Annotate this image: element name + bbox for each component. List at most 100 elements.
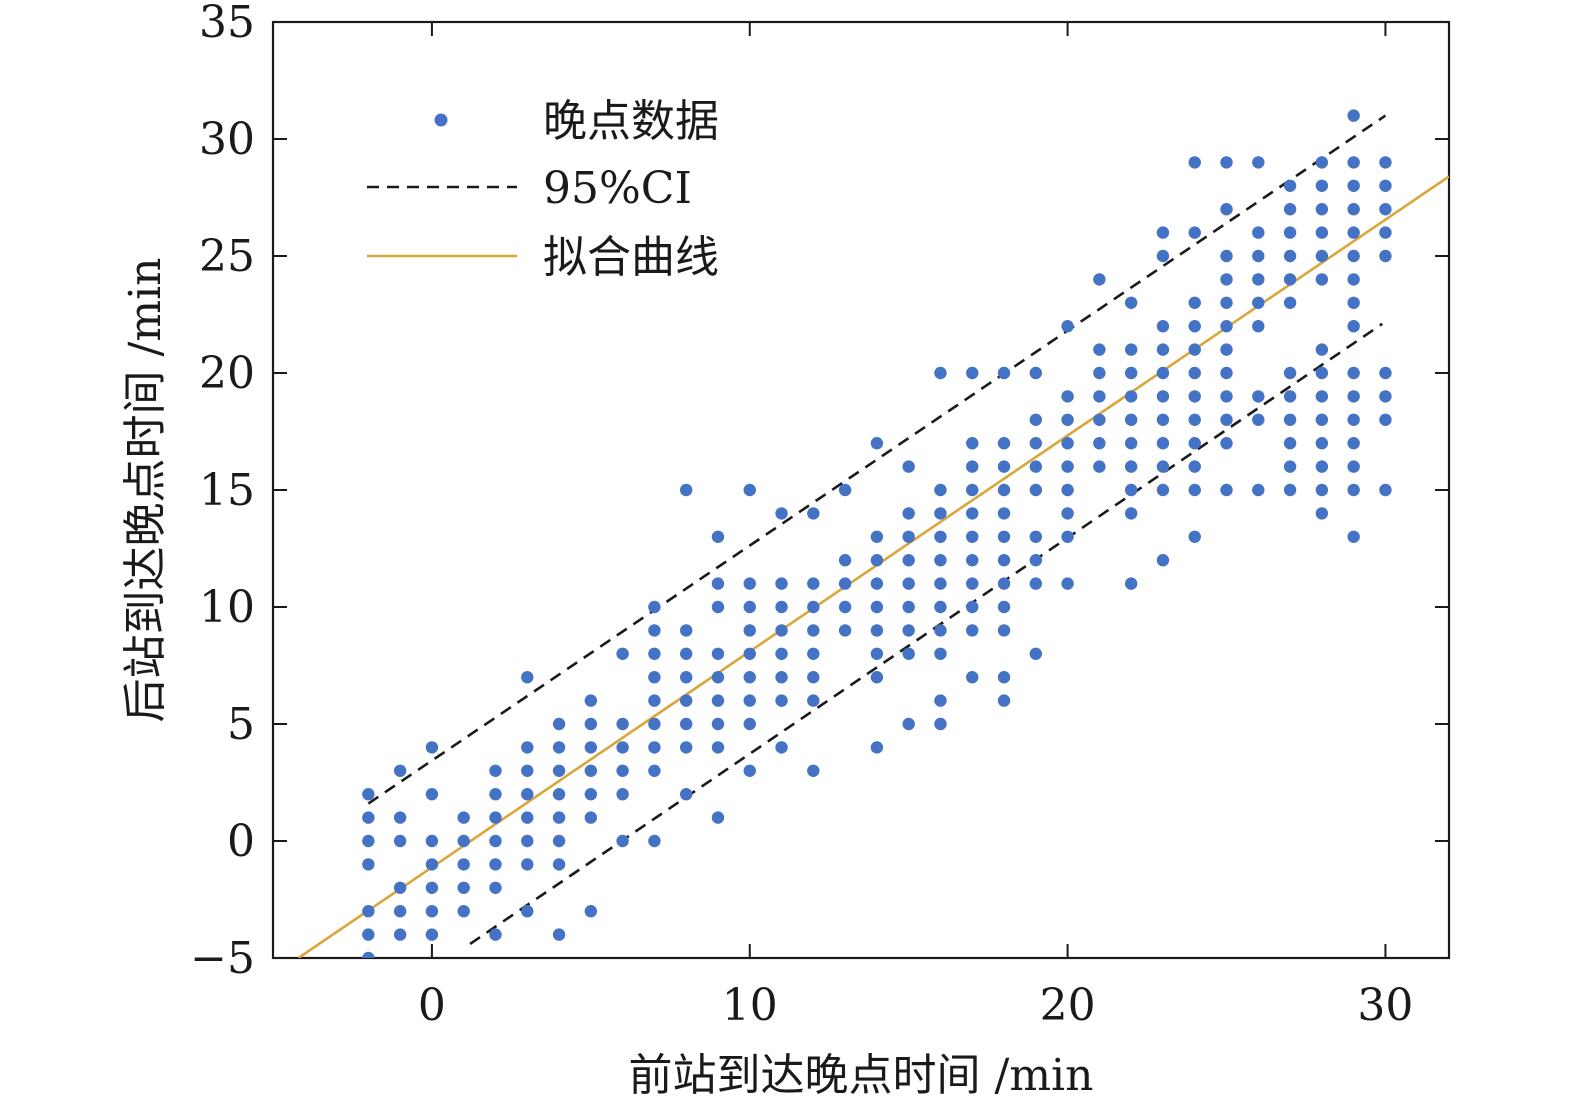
data-point [1124, 507, 1138, 520]
data-point [552, 717, 566, 731]
data-point [489, 928, 502, 941]
y-tick-label: 10 [199, 582, 255, 633]
data-point [1315, 366, 1329, 380]
data-point [679, 624, 693, 637]
data-point [1156, 483, 1170, 497]
data-point [807, 694, 820, 707]
data-point [1156, 460, 1170, 473]
data-point [1315, 249, 1329, 263]
data-point [902, 530, 915, 543]
data-point [902, 647, 915, 660]
data-point [1220, 156, 1233, 169]
data-point [1315, 413, 1329, 426]
data-point [934, 694, 947, 707]
data-point [584, 694, 598, 707]
data-point [1347, 320, 1360, 333]
data-point [679, 717, 693, 731]
data-point [1379, 156, 1392, 169]
data-point [997, 460, 1011, 473]
data-point [934, 600, 947, 614]
data-point [838, 577, 852, 590]
data-point [1283, 273, 1297, 286]
y-tick-label: 35 [199, 0, 255, 48]
data-point [362, 905, 375, 918]
data-point [997, 624, 1011, 637]
data-point [711, 717, 725, 731]
data-point [1252, 249, 1265, 263]
data-point [552, 858, 566, 871]
data-point [1252, 226, 1265, 239]
data-point [1029, 554, 1043, 567]
data-point [362, 858, 375, 871]
data-point [934, 483, 947, 497]
x-axis-title: 前站到达晚点时间 /min [629, 1050, 1094, 1101]
data-point [552, 811, 566, 824]
data-point [1093, 366, 1106, 380]
data-point [1379, 203, 1392, 216]
data-point [1156, 249, 1170, 263]
data-point [934, 624, 947, 637]
x-tick-label: 20 [1040, 980, 1096, 1031]
data-point [966, 507, 979, 520]
data-point [1124, 343, 1138, 356]
data-point [1093, 413, 1106, 426]
data-point [616, 788, 629, 801]
data-point [616, 764, 629, 777]
data-point [1315, 156, 1329, 169]
data-point [807, 624, 820, 637]
data-point [1124, 366, 1138, 380]
data-point [1252, 273, 1265, 286]
data-point [1188, 413, 1201, 426]
legend: 晚点数据 95%CI 拟合曲线 [367, 96, 719, 283]
data-point [1347, 366, 1360, 380]
data-point [870, 600, 884, 614]
data-point [1188, 460, 1201, 473]
data-point [743, 577, 756, 590]
data-point [1188, 437, 1201, 450]
data-point [1347, 437, 1360, 450]
data-point [743, 764, 756, 777]
data-point [743, 671, 756, 684]
data-point [1347, 413, 1360, 426]
data-point [1061, 530, 1074, 543]
data-point [648, 694, 661, 707]
data-point [584, 741, 598, 754]
data-point [934, 717, 947, 731]
fit-curve [297, 175, 1449, 958]
data-point [521, 905, 534, 918]
data-point [743, 717, 756, 731]
data-point [838, 600, 852, 614]
data-point [1156, 437, 1170, 450]
data-point [711, 577, 725, 590]
data-point [1220, 273, 1233, 286]
data-point [552, 834, 566, 848]
data-point [1093, 343, 1106, 356]
data-point [1252, 156, 1265, 169]
data-point [1347, 273, 1360, 286]
data-point [648, 717, 661, 731]
data-point [1283, 390, 1297, 403]
data-point [870, 577, 884, 590]
data-point [1061, 390, 1074, 403]
data-point [1156, 366, 1170, 380]
data-point [1061, 437, 1074, 450]
data-point [393, 928, 407, 941]
data-point [807, 600, 820, 614]
data-point [711, 600, 725, 614]
axis-ticks [273, 21, 1449, 959]
data-point [362, 788, 375, 801]
data-point [711, 694, 725, 707]
plot-border [271, 20, 1451, 960]
data-point [934, 647, 947, 660]
data-point [743, 624, 756, 637]
data-point [1315, 273, 1329, 286]
data-point [1252, 296, 1265, 309]
data-point [1379, 179, 1392, 192]
y-tick-label: 20 [199, 348, 255, 399]
data-point [807, 647, 820, 660]
data-point [1029, 647, 1043, 660]
data-point [1379, 366, 1392, 380]
data-point [1220, 413, 1233, 426]
data-point [711, 741, 725, 754]
data-point [997, 437, 1011, 450]
